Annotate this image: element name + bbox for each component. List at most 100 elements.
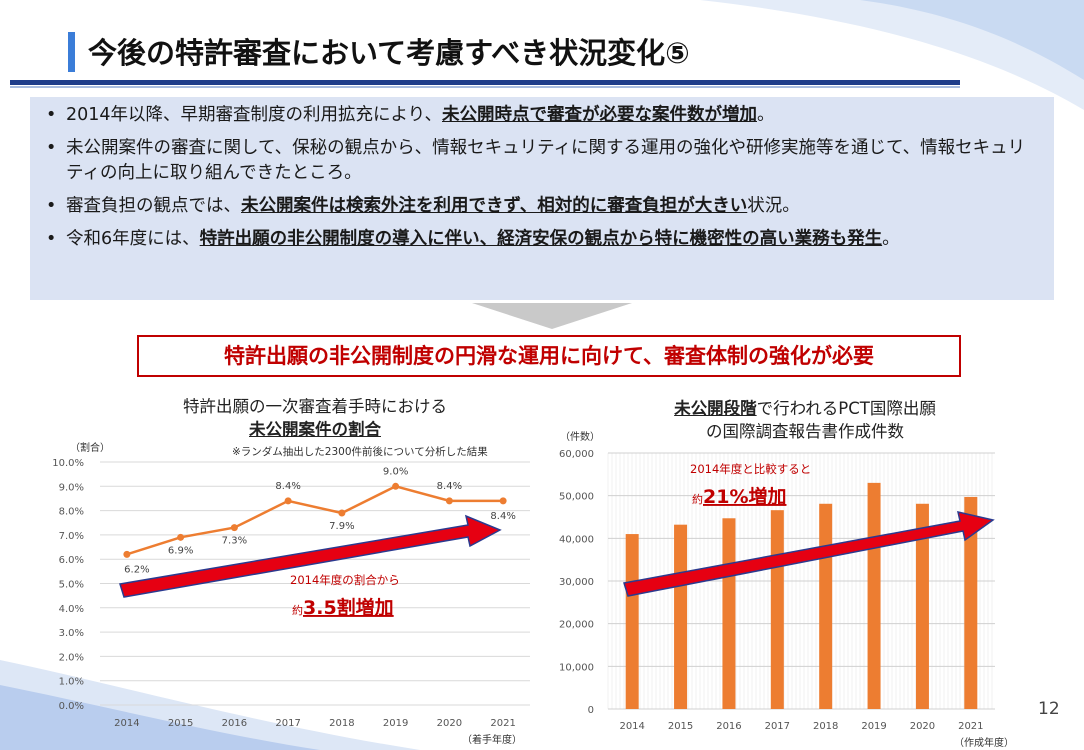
bullet-item: 審査負担の観点では、未公開案件は検索外注を利用できず、相対的に審査負担が大きい状… bbox=[42, 194, 1040, 219]
right-chart-title: 未公開段階で行われるPCT国際出願 の国際調査報告書作成件数 bbox=[620, 397, 990, 443]
line-chart-x-tick-label: 2016 bbox=[222, 718, 247, 729]
line-chart-point bbox=[230, 524, 238, 532]
bullet-emphasis: 特許出願の非公開制度の導入に伴い、経済安保の観点から特に機密性の高い業務も発生 bbox=[199, 229, 883, 249]
bullet-text: 令和6年度には、 bbox=[66, 229, 200, 249]
bullet-text: 2014年以降、早期審査制度の利用拡充により、 bbox=[66, 105, 442, 125]
line-chart-y-tick-label: 1.0% bbox=[59, 677, 84, 688]
line-chart-y-tick-label: 2.0% bbox=[59, 652, 84, 663]
bullet-text: 状況。 bbox=[747, 196, 800, 216]
line-chart-point bbox=[392, 482, 400, 490]
bullet-item: 2014年以降、早期審査制度の利用拡充により、未公開時点で審査が必要な案件数が増… bbox=[42, 103, 1040, 128]
bullet-text: 。 bbox=[757, 105, 775, 125]
left-chart-title-line1: 特許出願の一次審査着手時における bbox=[183, 397, 447, 416]
line-chart-y-tick-label: 3.0% bbox=[59, 628, 84, 639]
bullet-emphasis: 未公開案件は検索外注を利用できず、相対的に審査負担が大きい bbox=[241, 196, 748, 216]
line-chart-point bbox=[123, 550, 131, 558]
left-chart-title-line2: 未公開案件の割合 bbox=[249, 420, 381, 439]
title-accent-bar bbox=[68, 32, 75, 72]
line-chart-point bbox=[499, 497, 507, 505]
line-chart-data-labels: 6.2% 6.9% 7.3% 8.4% 7.9% 9.0% 8.4% 8.4% bbox=[124, 466, 516, 575]
line-chart-x-tick-label: 2020 bbox=[437, 718, 462, 729]
title-underline-light bbox=[10, 86, 960, 88]
bar-chart-annotation-line1: 2014年度と比較すると bbox=[690, 462, 811, 476]
bullet-panel: 2014年以降、早期審査制度の利用拡充により、未公開時点で審査が必要な案件数が増… bbox=[30, 97, 1054, 300]
bar-chart-trend-arrow-shape bbox=[623, 511, 995, 597]
line-chart-trend-arrow bbox=[119, 514, 502, 598]
bullet-emphasis: 未公開時点で審査が必要な案件数が増加 bbox=[442, 105, 757, 125]
line-chart-trend-arrow-shape bbox=[119, 514, 502, 598]
line-chart-data-label: 6.2% bbox=[124, 564, 149, 575]
line-chart-point bbox=[338, 509, 346, 517]
page-number: 12 bbox=[1038, 699, 1060, 719]
line-chart-point bbox=[445, 497, 453, 505]
conclusion-box: 特許出願の非公開制度の円滑な運用に向けて、審査体制の強化が必要 bbox=[137, 335, 961, 377]
right-chart-title-line1: 未公開段階で行われるPCT国際出願 bbox=[620, 397, 990, 420]
bar-chart-bar bbox=[964, 496, 978, 709]
line-chart-y-tick-label: 4.0% bbox=[59, 604, 84, 615]
bar-chart-y-label: （件数） bbox=[560, 430, 600, 443]
bar-chart-x-tick-label: 2015 bbox=[668, 721, 693, 732]
line-chart-point bbox=[177, 533, 185, 541]
line-chart-x-label: （着手年度） bbox=[462, 733, 522, 746]
bar-chart-x-tick-label: 2018 bbox=[813, 721, 838, 732]
bar-chart-y-tick-label: 0 bbox=[588, 705, 594, 716]
line-chart-x-tick-label: 2019 bbox=[383, 718, 408, 729]
line-chart-y-tick-label: 9.0% bbox=[59, 482, 84, 493]
line-chart-y-ticks: 0.0% 1.0% 2.0% 3.0% 4.0% 5.0% 6.0% 7.0% 8.0% 9.0%… bbox=[52, 458, 84, 712]
bar-chart: 0 10,000 20,000 30,000 40,000 50,000 60,000 20… bbox=[559, 430, 1014, 749]
bar-chart-x-tick-label: 2020 bbox=[910, 721, 935, 732]
bar-chart-bar bbox=[867, 482, 881, 709]
down-arrow-icon bbox=[472, 303, 632, 329]
line-chart-x-tick-label: 2014 bbox=[114, 718, 139, 729]
line-chart-x-tick-label: 2015 bbox=[168, 718, 193, 729]
line-chart-data-label: 7.3% bbox=[222, 536, 247, 547]
line-chart-y-tick-label: 0.0% bbox=[59, 701, 84, 712]
line-chart-annotation-emphasis: 3.5割増加 bbox=[303, 596, 394, 619]
line-chart-y-tick-label: 5.0% bbox=[59, 580, 84, 591]
line-chart-note: ※ランダム抽出した2300件前後について分析した結果 bbox=[232, 445, 488, 458]
line-chart-y-label: （割合） bbox=[70, 441, 110, 454]
line-chart-y-tick-label: 8.0% bbox=[59, 507, 84, 518]
line-chart-y-tick-label: 7.0% bbox=[59, 531, 84, 542]
line-chart-annotation-line2: 約3.5割増加 bbox=[292, 596, 394, 619]
bar-chart-bar bbox=[625, 534, 639, 709]
line-chart-x-ticks: 2014 2015 2016 2017 2018 2019 2020 2021 bbox=[114, 718, 516, 729]
bullet-text: 未公開案件の審査に関して、保秘の観点から、情報セキュリティに関する運用の強化や研… bbox=[66, 138, 1026, 183]
bar-chart-y-tick-label: 50,000 bbox=[559, 492, 594, 503]
title-underline bbox=[10, 80, 960, 85]
bar-chart-x-tick-label: 2016 bbox=[716, 721, 741, 732]
bar-chart-y-tick-label: 30,000 bbox=[559, 577, 594, 588]
right-chart-title-em: 未公開段階 bbox=[674, 399, 757, 418]
bar-chart-y-tick-label: 10,000 bbox=[559, 662, 594, 673]
bar-chart-bar bbox=[722, 518, 736, 709]
bar-chart-x-tick-label: 2021 bbox=[958, 721, 983, 732]
line-chart-x-tick-label: 2018 bbox=[329, 718, 354, 729]
bar-chart-bars bbox=[625, 482, 978, 709]
line-chart-x-tick-label: 2017 bbox=[275, 718, 300, 729]
bar-chart-x-tick-label: 2019 bbox=[861, 721, 886, 732]
line-chart-data-label: 8.4% bbox=[275, 481, 300, 492]
line-chart-y-tick-label: 10.0% bbox=[52, 458, 84, 469]
bar-chart-x-ticks: 2014 2015 2016 2017 2018 2019 2020 2021 bbox=[619, 721, 983, 732]
bar-chart-bar bbox=[915, 503, 929, 709]
line-chart-series-line bbox=[126, 484, 504, 556]
right-chart-title-line2: の国際調査報告書作成件数 bbox=[706, 422, 904, 441]
bar-chart-bar bbox=[819, 503, 833, 709]
bar-chart-x-label: （作成年度） bbox=[954, 736, 1014, 749]
bar-chart-annotation-prefix: 約 bbox=[692, 492, 703, 506]
line-chart-annotation-prefix: 約 bbox=[292, 603, 303, 617]
bar-chart-y-tick-label: 20,000 bbox=[559, 620, 594, 631]
bullet-item: 未公開案件の審査に関して、保秘の観点から、情報セキュリティに関する運用の強化や研… bbox=[42, 136, 1040, 186]
right-chart-title-rest: で行われるPCT国際出願 bbox=[756, 399, 936, 418]
line-chart-x-tick-label: 2021 bbox=[490, 718, 515, 729]
bar-chart-annotation-emphasis: 21%増加 bbox=[703, 485, 786, 508]
line-chart-data-label: 9.0% bbox=[383, 466, 408, 477]
line-chart: 0.0% 1.0% 2.0% 3.0% 4.0% 5.0% 6.0% 7.0% 8.0% 9.0%… bbox=[52, 441, 530, 746]
bullet-list: 2014年以降、早期審査制度の利用拡充により、未公開時点で審査が必要な案件数が増… bbox=[42, 103, 1040, 252]
bar-chart-y-ticks: 0 10,000 20,000 30,000 40,000 50,000 60,000 bbox=[559, 449, 594, 716]
line-chart-data-label: 6.9% bbox=[168, 545, 193, 556]
bar-chart-bar bbox=[674, 524, 688, 709]
line-chart-annotation-line1: 2014年度の割合から bbox=[290, 573, 400, 587]
bullet-text: 。 bbox=[882, 229, 900, 249]
line-chart-point bbox=[284, 497, 292, 505]
